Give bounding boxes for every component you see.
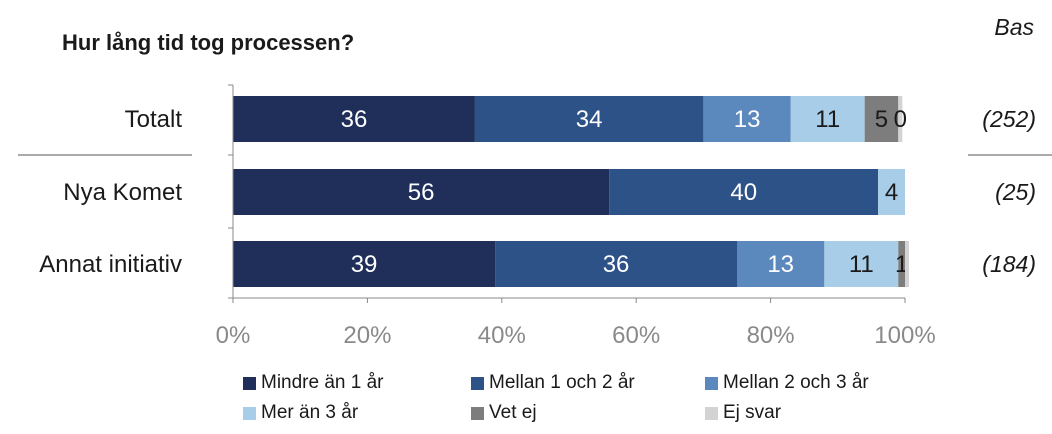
bar-segment xyxy=(703,96,791,142)
x-tick-label: 100% xyxy=(874,322,935,349)
bar-segment xyxy=(233,241,496,287)
legend-swatch xyxy=(243,376,256,390)
x-tick-label: 80% xyxy=(747,322,795,349)
bar-segment xyxy=(824,241,899,287)
bar-segment xyxy=(898,96,903,142)
bar-segment xyxy=(898,241,905,287)
legend-item: Mellan 1 och 2 år xyxy=(471,372,635,394)
data-label: 40 xyxy=(730,179,757,206)
legend-swatch xyxy=(705,406,718,420)
category-label: Nya Komet xyxy=(63,179,182,206)
legend-swatch xyxy=(471,376,484,390)
category-label: Annat initiativ xyxy=(39,251,182,278)
data-label: 5 xyxy=(875,106,888,133)
data-label: 36 xyxy=(341,106,368,133)
bar-segment xyxy=(233,169,610,215)
data-label: 13 xyxy=(734,106,761,133)
data-label: 36 xyxy=(603,251,630,278)
bar-segment xyxy=(905,241,910,287)
data-label: 11 xyxy=(849,251,874,278)
bar-segment xyxy=(474,96,704,142)
legend-label: Mindre än 1 år xyxy=(261,372,384,393)
x-tick-label: 60% xyxy=(612,322,660,349)
data-label: 1 xyxy=(895,251,908,278)
legend-swatch xyxy=(243,406,256,420)
base-label: (252) xyxy=(982,106,1036,132)
x-tick-label: 0% xyxy=(216,322,251,349)
bar-segment xyxy=(864,96,899,142)
legend-item: Ej svar xyxy=(705,402,781,424)
category-label: Totalt xyxy=(125,106,183,133)
bar-segment xyxy=(790,96,865,142)
base-label: (184) xyxy=(982,251,1036,277)
legend-item: Mer än 3 år xyxy=(243,402,358,424)
data-label: 34 xyxy=(576,106,603,133)
chart-title: Hur lång tid tog processen? xyxy=(62,30,355,55)
x-tick-label: 20% xyxy=(343,322,391,349)
legend-label: Mellan 2 och 3 år xyxy=(723,372,869,393)
legend-label: Vet ej xyxy=(489,402,537,423)
data-label: 0 xyxy=(894,106,907,133)
bar-segment xyxy=(233,96,475,142)
bar-segment xyxy=(878,169,905,215)
bar-segment xyxy=(737,241,825,287)
legend-label: Ej svar xyxy=(723,402,782,423)
legend-item: Mellan 2 och 3 år xyxy=(705,372,869,394)
bar-segment xyxy=(495,241,737,287)
data-label: 13 xyxy=(767,251,794,278)
legend-label: Mer än 3 år xyxy=(261,402,359,423)
legend-swatch xyxy=(471,406,484,420)
stacked-bar-chart: 36 34 13 11 5 0 Totalt (252) 56 40 4 Nya Komet (25) 3… xyxy=(18,84,1052,349)
legend-item: Mindre än 1 år xyxy=(243,372,384,394)
bar-segment xyxy=(609,169,879,215)
data-label: 4 xyxy=(885,179,898,206)
legend-item: Vet ej xyxy=(471,402,537,424)
legend-swatch xyxy=(705,376,718,390)
data-label: 11 xyxy=(815,106,840,133)
data-label: 56 xyxy=(408,179,435,206)
legend-label: Mellan 1 och 2 år xyxy=(489,372,635,393)
x-tick-label: 40% xyxy=(478,322,526,349)
base-header: Bas xyxy=(994,14,1034,40)
data-label: 39 xyxy=(351,251,378,278)
base-label: (25) xyxy=(995,179,1036,205)
